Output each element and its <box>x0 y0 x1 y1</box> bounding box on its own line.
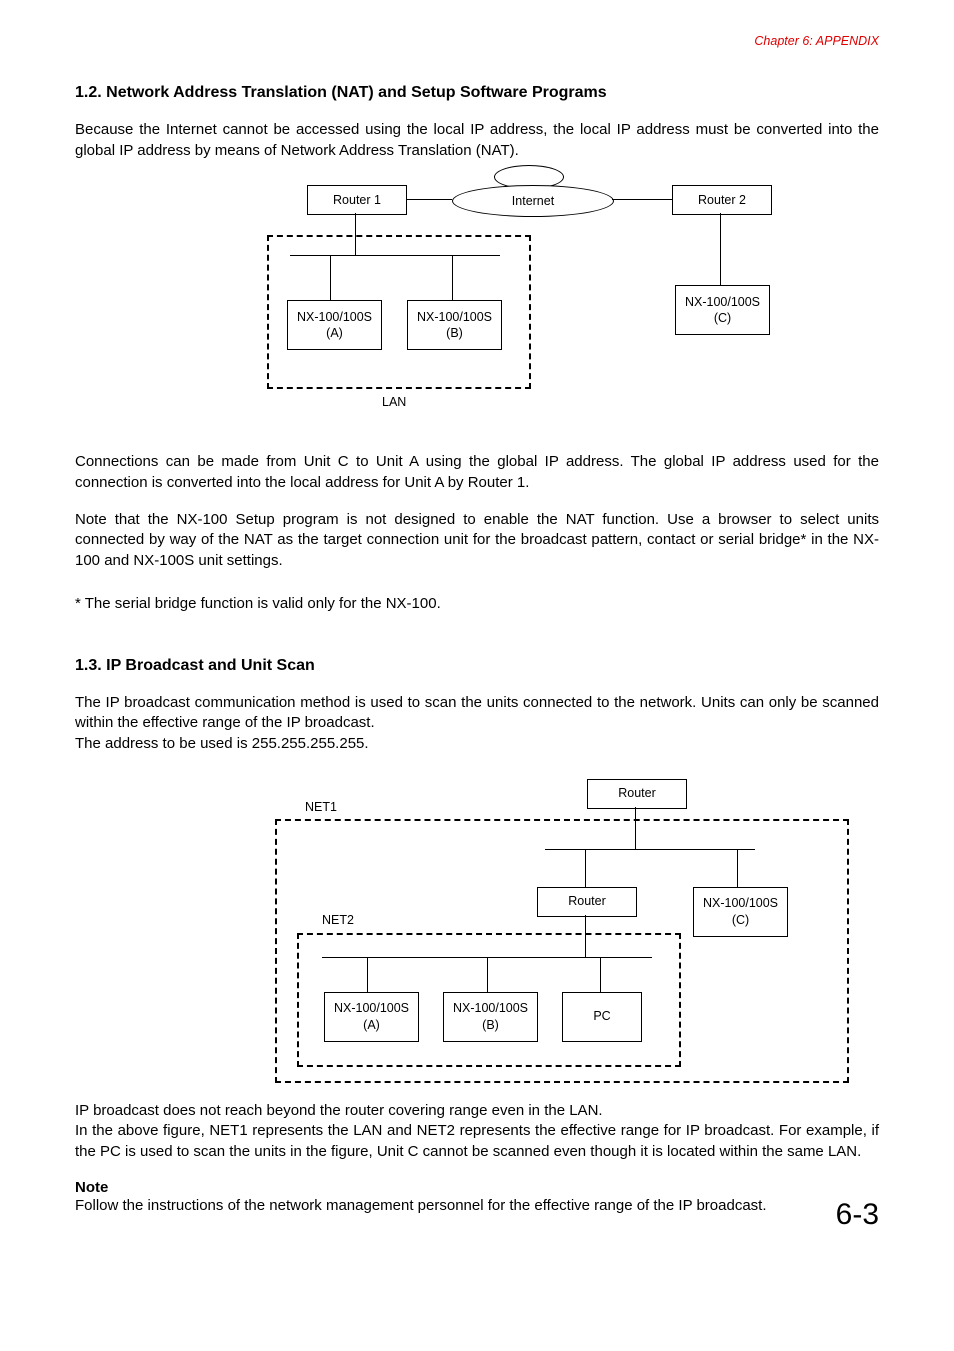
lan-label: LAN <box>382 395 406 409</box>
section-1-2-para3: Note that the NX-100 Setup program is no… <box>75 510 879 572</box>
router-top-box: Router <box>587 779 687 809</box>
section-1-2-heading: 1.2. Network Address Translation (NAT) a… <box>75 84 879 102</box>
unit-b2-box: NX-100/100S (B) <box>443 992 538 1042</box>
pc-box: PC <box>562 992 642 1042</box>
unit-c2-box: NX-100/100S (C) <box>693 887 788 937</box>
unit-a-box: NX-100/100S (A) <box>287 300 382 350</box>
section-1-2-para2: Connections can be made from Unit C to U… <box>75 452 879 493</box>
router2-box: Router 2 <box>672 185 772 215</box>
router1-box: Router 1 <box>307 185 407 215</box>
section-1-2-para1: Because the Internet cannot be accessed … <box>75 120 879 161</box>
section-1-3-para3: In the above figure, NET1 represents the… <box>75 1121 879 1162</box>
net1-label: NET1 <box>305 800 337 814</box>
section-1-3-para2: IP broadcast does not reach beyond the r… <box>75 1101 879 1122</box>
section-1-3-para1b: The address to be used is 255.255.255.25… <box>75 734 879 755</box>
chapter-header: Chapter 6: APPENDIX <box>754 34 879 48</box>
section-1-3-heading: 1.3. IP Broadcast and Unit Scan <box>75 657 879 675</box>
unit-c-box: NX-100/100S (C) <box>675 285 770 335</box>
page-number: 6-3 <box>836 1198 879 1232</box>
broadcast-diagram: Router NET1 Router NX-100/100S (C) NET2 … <box>227 779 847 1089</box>
section-1-2-footnote: * The serial bridge function is valid on… <box>75 594 879 615</box>
nat-diagram: Router 1 Internet Router 2 NX-100/100S (… <box>257 185 817 440</box>
unit-a2-box: NX-100/100S (A) <box>324 992 419 1042</box>
note-heading: Note <box>75 1179 879 1196</box>
net2-label: NET2 <box>322 913 354 927</box>
note-text: Follow the instructions of the network m… <box>75 1196 879 1217</box>
router-mid-box: Router <box>537 887 637 917</box>
section-1-3-para1: The IP broadcast communication method is… <box>75 693 879 734</box>
unit-b-box: NX-100/100S (B) <box>407 300 502 350</box>
